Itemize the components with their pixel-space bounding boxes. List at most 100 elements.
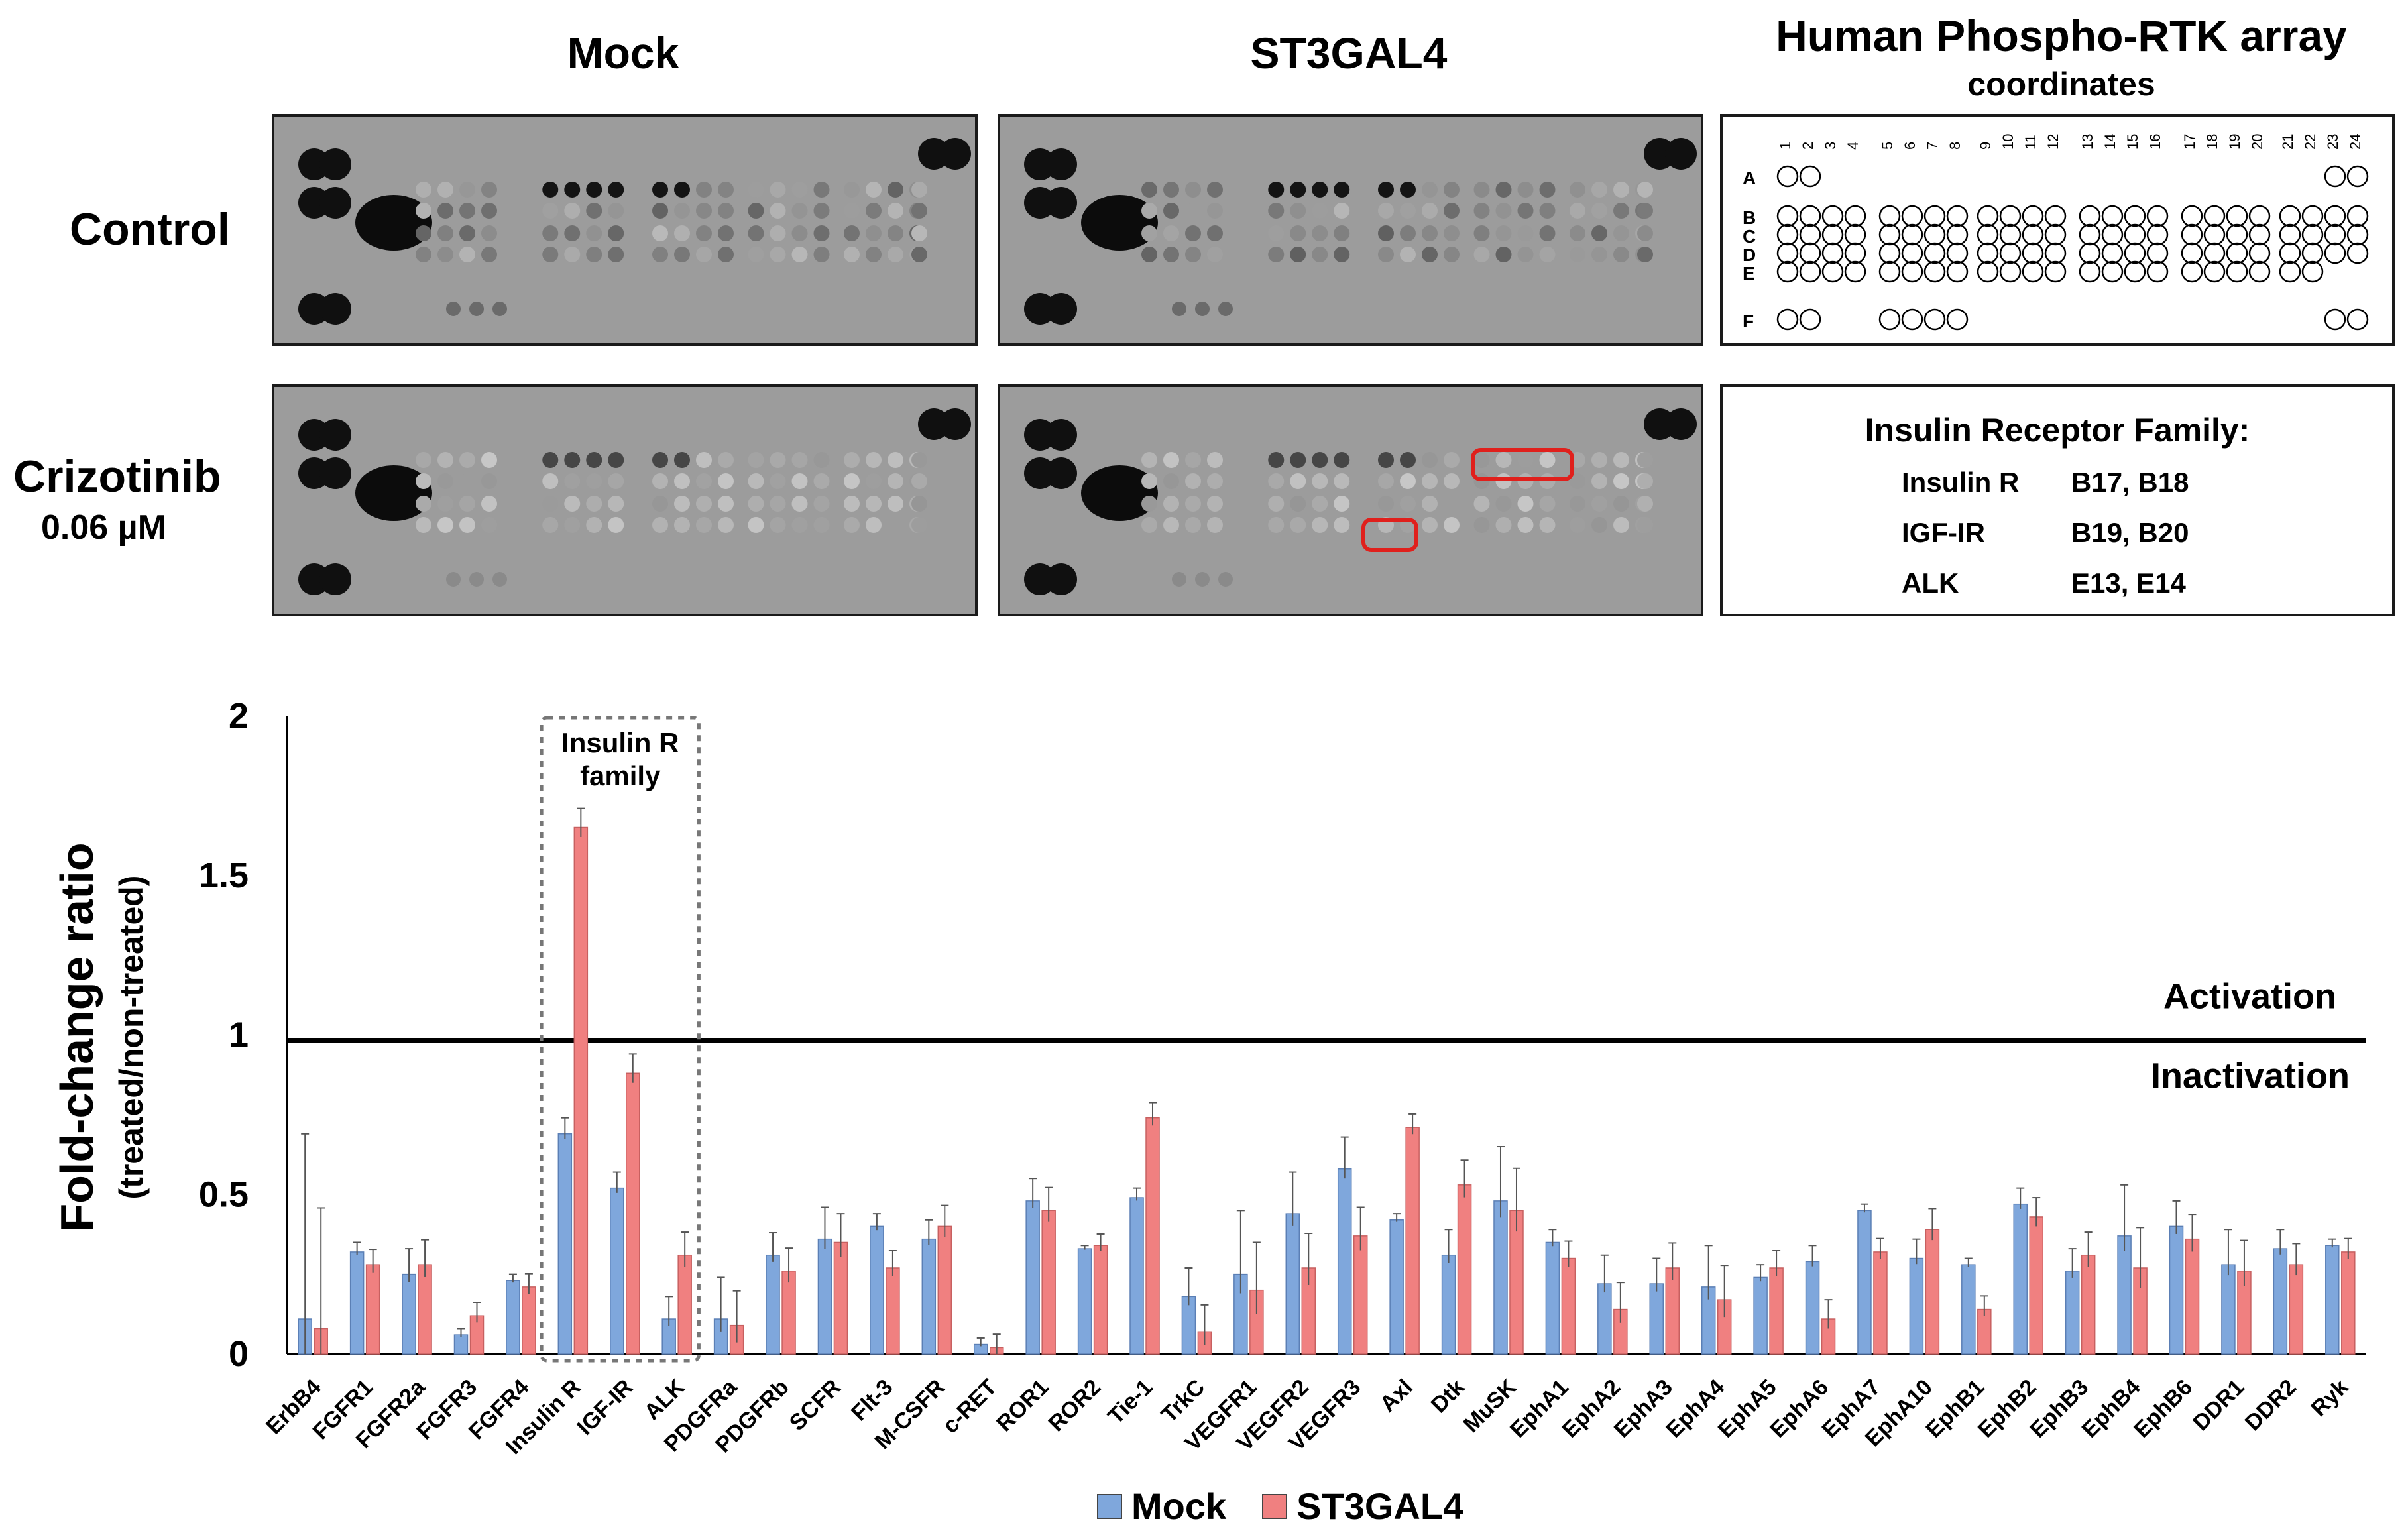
- array-spot: [652, 182, 668, 198]
- x-tick-label: EphA2: [1557, 1375, 1625, 1443]
- array-spot: [608, 203, 624, 219]
- bar-st3gal4: [1769, 1267, 1784, 1355]
- array-spot: [813, 496, 830, 512]
- array-spot: [791, 225, 808, 241]
- array-spot: [1268, 452, 1285, 468]
- coordinate-spot: [2079, 205, 2101, 227]
- array-spot: [1517, 517, 1534, 533]
- coordinate-column-number: 17: [2181, 134, 2198, 150]
- array-spot: [1517, 182, 1534, 198]
- array-spot: [1268, 247, 1285, 262]
- array-spot: [1312, 517, 1328, 533]
- array-spot: [652, 247, 668, 262]
- array-spot: [1268, 203, 1285, 219]
- array-spot: [696, 225, 712, 241]
- array-spot: [1637, 225, 1653, 241]
- array-spot: [1495, 517, 1512, 533]
- array-spot: [1570, 225, 1585, 241]
- array-spot: [1422, 203, 1438, 219]
- x-tick-label: EphA3: [1609, 1375, 1678, 1443]
- array-spot: [844, 182, 860, 198]
- array-spot: [791, 452, 808, 468]
- array-spot: [1570, 473, 1585, 489]
- coordinate-spot: [1999, 223, 2022, 246]
- array-spot: [652, 473, 668, 489]
- coordinate-row-letter: C: [1743, 226, 1756, 247]
- coordinate-spot: [1799, 308, 1821, 331]
- reference-spot: [319, 293, 351, 325]
- x-tick-label: ROR1: [992, 1375, 1054, 1437]
- array-spot: [1444, 203, 1460, 219]
- array-spot: [1218, 302, 1233, 316]
- array-spot: [459, 452, 475, 468]
- array-spot: [844, 473, 860, 489]
- array-spot: [1312, 203, 1328, 219]
- coordinate-spot: [1844, 223, 1866, 246]
- bar-st3gal4: [522, 1286, 536, 1355]
- coordinate-spot: [1901, 242, 1923, 264]
- bar-st3gal4: [1665, 1267, 1680, 1355]
- coordinate-column-number: 23: [2324, 134, 2341, 150]
- reference-spot: [1045, 148, 1077, 180]
- blot-st3gal4-control: [998, 114, 1703, 346]
- array-spot: [674, 247, 690, 262]
- bar-st3gal4: [418, 1264, 432, 1355]
- coordinate-spot: [1799, 242, 1821, 264]
- y-tick-label: 0.5: [199, 1174, 249, 1214]
- array-spot: [718, 182, 734, 198]
- array-spot: [770, 517, 786, 533]
- highlight-box-insulin-r: [1471, 448, 1574, 481]
- array-spot: [492, 302, 507, 316]
- array-subtitle: coordinates: [1967, 66, 2155, 103]
- array-spot: [586, 203, 602, 219]
- coordinate-spot: [1776, 205, 1799, 227]
- reference-spot: [1665, 408, 1697, 440]
- array-spot: [586, 225, 602, 241]
- coordinate-column-number: 9: [1977, 142, 1994, 150]
- coordinate-spot: [2248, 223, 2271, 246]
- bar-mock: [766, 1254, 780, 1355]
- array-spot: [1539, 517, 1556, 533]
- array-spot: [911, 247, 927, 262]
- array-spot: [1163, 225, 1179, 241]
- array-spot: [888, 182, 903, 198]
- coordinate-spot: [2279, 242, 2301, 264]
- array-spot: [770, 496, 786, 512]
- array-spot: [1400, 182, 1416, 198]
- array-spot: [1172, 572, 1186, 587]
- coordinate-column-number: 1: [1777, 142, 1794, 150]
- array-spot: [911, 473, 927, 489]
- coordinate-spot: [1901, 205, 1923, 227]
- array-spot: [674, 496, 690, 512]
- bar-mock: [1805, 1261, 1820, 1355]
- bar-st3gal4: [1561, 1257, 1576, 1355]
- array-spot: [1473, 203, 1490, 219]
- array-spot: [437, 496, 453, 512]
- array-spot: [1570, 517, 1585, 533]
- coordinate-spot: [1776, 242, 1799, 264]
- array-spot: [866, 203, 882, 219]
- coordinate-spot: [2181, 205, 2203, 227]
- array-spot: [1495, 182, 1512, 198]
- family-row: ALK E13, E14: [1902, 567, 2299, 600]
- array-spot: [1141, 247, 1157, 262]
- array-spot: [911, 182, 927, 198]
- array-spot: [888, 203, 903, 219]
- array-spot: [1378, 203, 1394, 219]
- family-title: Insulin Receptor Family:: [1864, 412, 2250, 449]
- array-spot: [1185, 203, 1201, 219]
- array-spot: [437, 182, 453, 198]
- coordinate-spot: [1901, 223, 1923, 246]
- coordinate-spot: [1977, 260, 1999, 283]
- family-box-label: Insulin R: [561, 727, 679, 758]
- array-spot: [1637, 182, 1653, 198]
- legend: Mock ST3GAL4: [1097, 1485, 1463, 1528]
- coordinate-spot: [2181, 223, 2203, 246]
- array-spot: [608, 225, 624, 241]
- coordinate-column-number: 16: [2147, 134, 2163, 150]
- x-tick-label: EphB3: [2025, 1375, 2093, 1443]
- array-spot: [1312, 452, 1328, 468]
- array-spot: [1312, 247, 1328, 262]
- array-spot: [1591, 203, 1607, 219]
- coordinate-spot: [2101, 242, 2124, 264]
